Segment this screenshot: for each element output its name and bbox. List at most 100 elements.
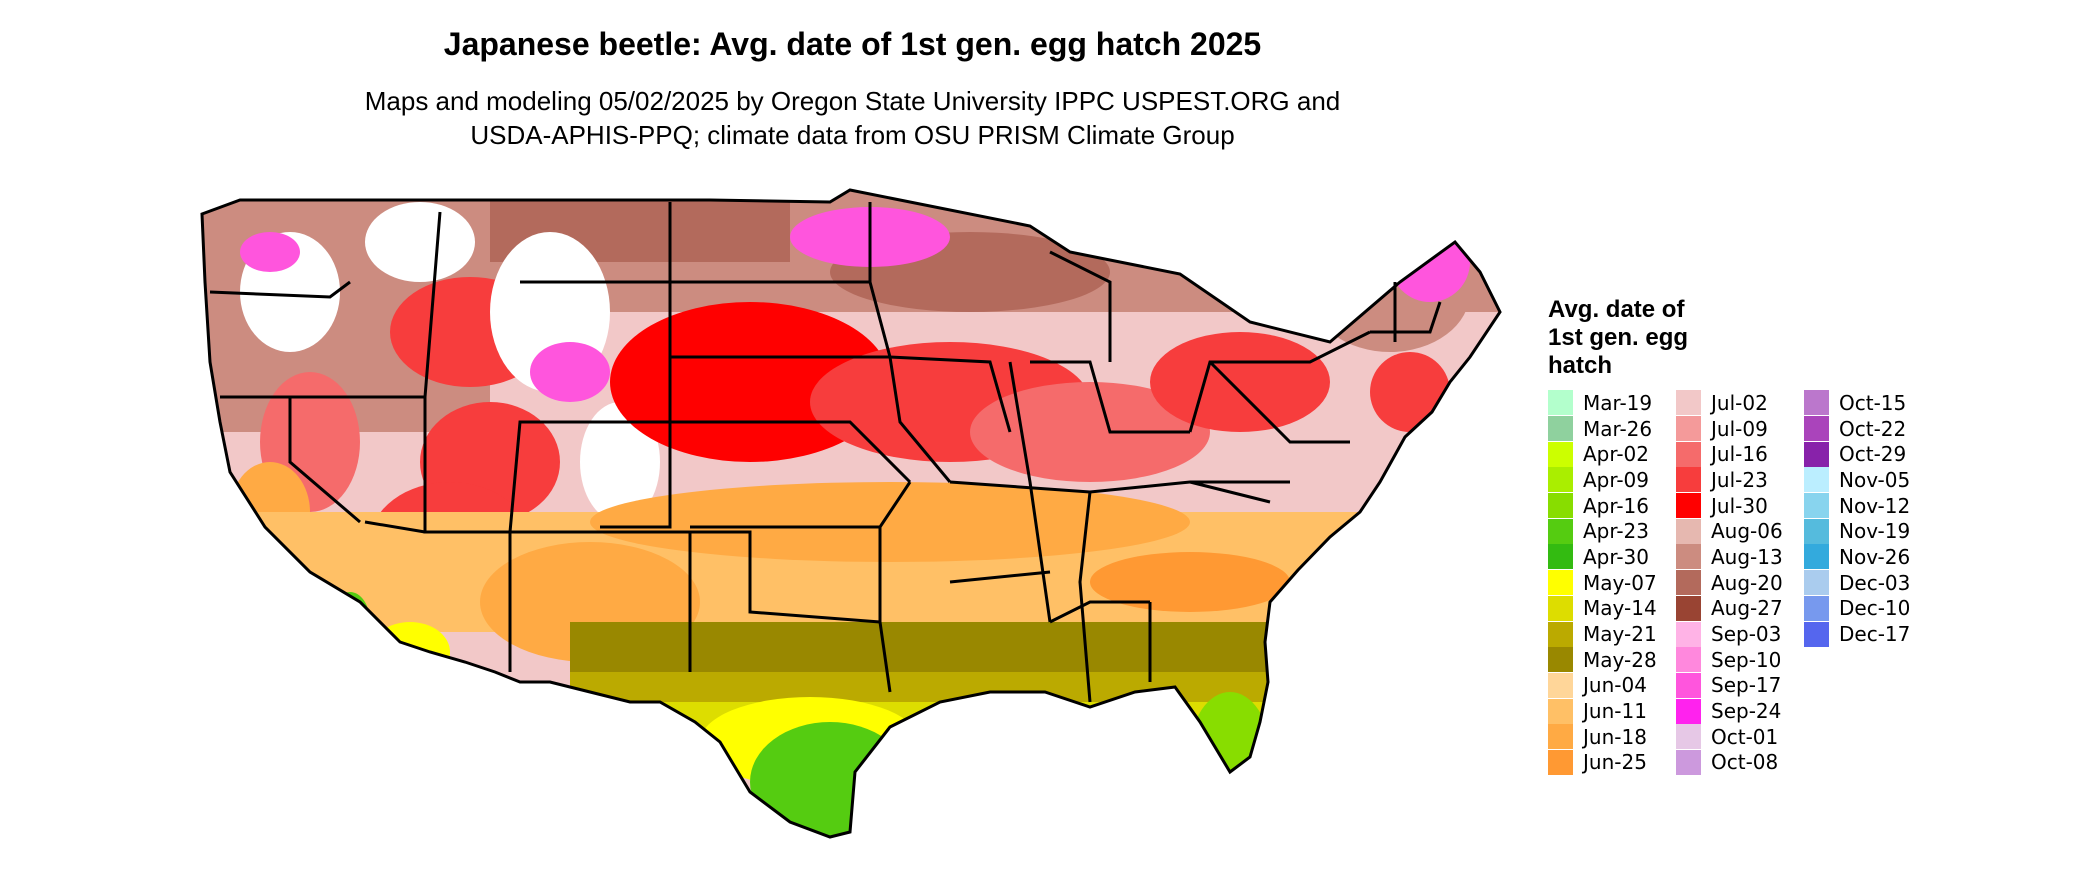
legend-label: Dec-03 bbox=[1839, 570, 1911, 595]
legend-label: Aug-20 bbox=[1711, 570, 1783, 595]
legend-item: Jul-09 bbox=[1676, 416, 1804, 442]
legend-column: Mar-19 Mar-26 Apr-02 Apr-09 Apr-16 Apr-23 Apr-… bbox=[1548, 390, 1676, 775]
legend-label: Dec-10 bbox=[1839, 596, 1911, 621]
legend-label: Sep-17 bbox=[1711, 673, 1782, 698]
legend-item: Oct-15 bbox=[1804, 390, 1932, 416]
legend-swatch bbox=[1548, 724, 1573, 750]
legend-swatch bbox=[1676, 493, 1701, 519]
legend-swatch bbox=[1548, 698, 1573, 724]
legend-label: Oct-08 bbox=[1711, 750, 1779, 775]
legend-swatch bbox=[1548, 493, 1573, 519]
legend-item: Nov-12 bbox=[1804, 493, 1932, 519]
legend-label: Oct-01 bbox=[1711, 724, 1779, 749]
legend-item: May-28 bbox=[1548, 647, 1676, 673]
legend-label: Jul-02 bbox=[1711, 390, 1768, 415]
legend-label: Apr-23 bbox=[1583, 519, 1649, 544]
legend-item: Jun-25 bbox=[1548, 749, 1676, 776]
legend-swatch bbox=[1804, 416, 1829, 442]
legend-item: Apr-16 bbox=[1548, 493, 1676, 519]
state-borders bbox=[200, 188, 1502, 839]
legend-item: May-14 bbox=[1548, 595, 1676, 622]
legend-swatch bbox=[1676, 467, 1701, 493]
legend-label: Oct-22 bbox=[1839, 416, 1907, 441]
legend-label: Jul-16 bbox=[1711, 442, 1768, 467]
legend-item: Oct-29 bbox=[1804, 441, 1932, 467]
legend-item: Sep-17 bbox=[1676, 672, 1804, 699]
legend-label: Apr-30 bbox=[1583, 544, 1649, 569]
legend-label: May-28 bbox=[1583, 647, 1657, 672]
legend-swatch bbox=[1804, 570, 1829, 596]
legend: Avg. date of 1st gen. egg hatch Mar-19 Ma… bbox=[1548, 296, 1932, 775]
legend-title-line: Avg. date of bbox=[1548, 296, 1685, 323]
legend-item: Jul-16 bbox=[1676, 441, 1804, 467]
legend-swatch bbox=[1548, 467, 1573, 493]
legend-label: Aug-27 bbox=[1711, 596, 1783, 621]
legend-label: May-07 bbox=[1583, 570, 1657, 595]
legend-label: Nov-26 bbox=[1839, 544, 1911, 569]
legend-swatch bbox=[1676, 441, 1701, 467]
legend-item: Apr-30 bbox=[1548, 544, 1676, 570]
legend-item: Aug-27 bbox=[1676, 595, 1804, 622]
legend-item: Nov-05 bbox=[1804, 467, 1932, 493]
legend-swatch bbox=[1804, 595, 1829, 621]
legend-label: Jun-04 bbox=[1583, 673, 1647, 698]
legend-swatch bbox=[1548, 441, 1573, 467]
legend-item: Oct-08 bbox=[1676, 749, 1804, 776]
legend-label: Mar-19 bbox=[1583, 390, 1653, 415]
legend-swatch bbox=[1804, 493, 1829, 519]
legend-swatch bbox=[1548, 595, 1573, 621]
legend-label: Nov-19 bbox=[1839, 519, 1911, 544]
legend-label: Jun-25 bbox=[1583, 750, 1647, 775]
legend-swatch bbox=[1548, 570, 1573, 596]
legend-label: Jul-09 bbox=[1711, 416, 1768, 441]
legend-label: Apr-02 bbox=[1583, 442, 1649, 467]
legend-label: May-14 bbox=[1583, 596, 1657, 621]
legend-item: Dec-17 bbox=[1804, 621, 1932, 647]
legend-swatch bbox=[1804, 441, 1829, 467]
legend-item: Oct-22 bbox=[1804, 416, 1932, 442]
legend-swatch bbox=[1548, 621, 1573, 647]
legend-item: Aug-06 bbox=[1676, 518, 1804, 544]
legend-swatch bbox=[1676, 724, 1701, 750]
legend-column: Jul-02 Jul-09 Jul-16 Jul-23 Jul-30 Aug-06 Aug-… bbox=[1676, 390, 1804, 775]
legend-swatch bbox=[1804, 621, 1829, 647]
legend-label: Nov-05 bbox=[1839, 467, 1911, 492]
subtitle-line-2: USDA-APHIS-PPQ; climate data from OSU PR… bbox=[470, 120, 1235, 150]
legend-swatch bbox=[1676, 647, 1701, 673]
legend-swatch bbox=[1548, 518, 1573, 544]
legend-label: Jun-18 bbox=[1583, 724, 1647, 749]
legend-item: Dec-03 bbox=[1804, 570, 1932, 596]
legend-title: Avg. date of 1st gen. egg hatch bbox=[1548, 296, 1768, 380]
legend-item: Sep-03 bbox=[1676, 621, 1804, 647]
legend-swatch bbox=[1548, 672, 1573, 698]
map-subtitle: Maps and modeling 05/02/2025 by Oregon S… bbox=[0, 84, 1705, 152]
legend-item: May-21 bbox=[1548, 621, 1676, 647]
legend-swatch bbox=[1676, 570, 1701, 596]
legend-swatch bbox=[1676, 518, 1701, 544]
legend-swatch bbox=[1804, 390, 1829, 416]
legend-label: Sep-03 bbox=[1711, 622, 1782, 647]
legend-item: Jul-30 bbox=[1676, 493, 1804, 519]
legend-swatch bbox=[1804, 544, 1829, 570]
legend-swatch bbox=[1676, 390, 1701, 416]
legend-swatch bbox=[1548, 544, 1573, 570]
legend-item: Jul-02 bbox=[1676, 390, 1804, 416]
legend-item: Jul-23 bbox=[1676, 467, 1804, 493]
legend-item: Nov-19 bbox=[1804, 518, 1932, 544]
legend-label: Jun-11 bbox=[1583, 699, 1647, 724]
legend-label: Apr-09 bbox=[1583, 467, 1649, 492]
legend-item: Jun-18 bbox=[1548, 724, 1676, 750]
map-title: Japanese beetle: Avg. date of 1st gen. e… bbox=[443, 26, 1262, 62]
legend-item: Jun-11 bbox=[1548, 698, 1676, 724]
legend-swatch bbox=[1676, 621, 1701, 647]
legend-swatch bbox=[1548, 390, 1573, 416]
legend-swatch bbox=[1804, 467, 1829, 493]
legend-columns: Mar-19 Mar-26 Apr-02 Apr-09 Apr-16 Apr-23 Apr-… bbox=[1548, 390, 1932, 775]
legend-label: Jul-30 bbox=[1711, 493, 1768, 518]
legend-item: Apr-23 bbox=[1548, 518, 1676, 544]
us-egg-hatch-map bbox=[200, 188, 1502, 839]
legend-label: Apr-16 bbox=[1583, 493, 1649, 518]
legend-item: Sep-10 bbox=[1676, 647, 1804, 673]
legend-label: Dec-17 bbox=[1839, 622, 1911, 647]
legend-label: Aug-06 bbox=[1711, 519, 1783, 544]
